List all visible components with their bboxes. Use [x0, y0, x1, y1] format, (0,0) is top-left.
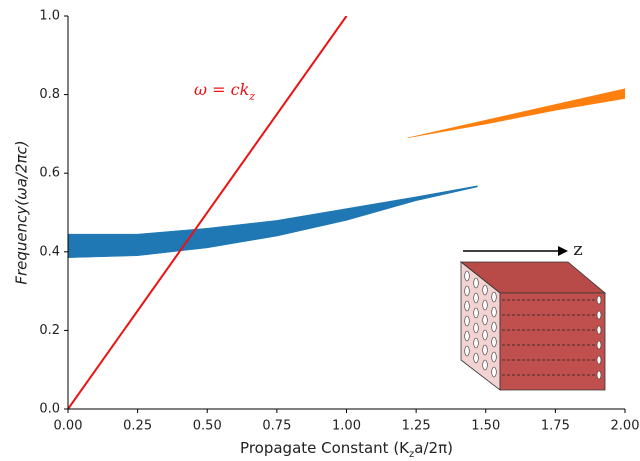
hole — [473, 292, 479, 304]
y-tick-label: 0.2 — [39, 323, 60, 338]
hole — [464, 300, 470, 312]
hole — [596, 355, 602, 365]
x-tick-label: 0.75 — [262, 419, 291, 434]
hole — [596, 370, 602, 380]
hole — [491, 336, 497, 348]
hole — [464, 345, 470, 357]
hole — [464, 315, 470, 327]
hole — [491, 306, 497, 318]
hole — [491, 366, 497, 378]
hole — [464, 270, 470, 282]
plot — [68, 16, 625, 409]
inset-label: z — [573, 239, 582, 260]
holes — [464, 270, 602, 380]
x-tick-label: 2.00 — [611, 419, 640, 434]
hole — [464, 330, 470, 342]
hole — [473, 352, 479, 364]
x-tick-label: 1.50 — [471, 419, 500, 434]
hole — [482, 284, 488, 296]
y-tick-label: 0.6 — [39, 166, 60, 181]
band-area — [407, 88, 625, 139]
hole — [596, 310, 602, 320]
x-axis-label-part: a/2π) — [414, 439, 453, 457]
hole — [596, 295, 602, 305]
hole — [482, 359, 488, 371]
hole — [491, 321, 497, 333]
hole — [473, 322, 479, 334]
hole — [491, 351, 497, 363]
x-tick-label: 1.75 — [541, 419, 570, 434]
line — [68, 16, 348, 409]
y-tick-label: 0.0 — [39, 402, 60, 417]
x-tick-label: 1.00 — [332, 419, 361, 434]
band-area — [68, 185, 478, 258]
y-axis-label: Frequency(ωa/2πc) — [13, 140, 31, 284]
hole — [482, 314, 488, 326]
hole — [482, 329, 488, 341]
annotation: ω = ckz — [194, 80, 255, 103]
box-front — [499, 292, 606, 391]
hole — [596, 325, 602, 335]
x-axis-label: Propagate Constant (Kza/2π) — [240, 439, 453, 460]
hole — [473, 337, 479, 349]
arrow-head — [558, 246, 568, 256]
x-axis-label-part: Propagate Constant (K — [240, 439, 410, 457]
hole — [596, 340, 602, 350]
y-tick-label: 0.4 — [39, 244, 60, 259]
hole — [473, 307, 479, 319]
x-tick-label: 0.50 — [193, 419, 222, 434]
x-axis-label-part: z — [409, 449, 414, 460]
x-tick-label: 0.25 — [123, 419, 152, 434]
y-tick-label: 0.8 — [39, 87, 60, 102]
annotation-text: ω = ck — [194, 80, 249, 99]
hole — [473, 277, 479, 289]
annotation-subscript: z — [248, 90, 255, 103]
hole — [482, 344, 488, 356]
x-tick-label: 0.00 — [54, 419, 83, 434]
x-tick-label: 1.25 — [402, 419, 431, 434]
hole — [464, 285, 470, 297]
y-tick-label: 1.0 — [39, 9, 60, 24]
hole — [482, 299, 488, 311]
inset-diagram: z — [459, 239, 607, 391]
hole — [491, 291, 497, 303]
